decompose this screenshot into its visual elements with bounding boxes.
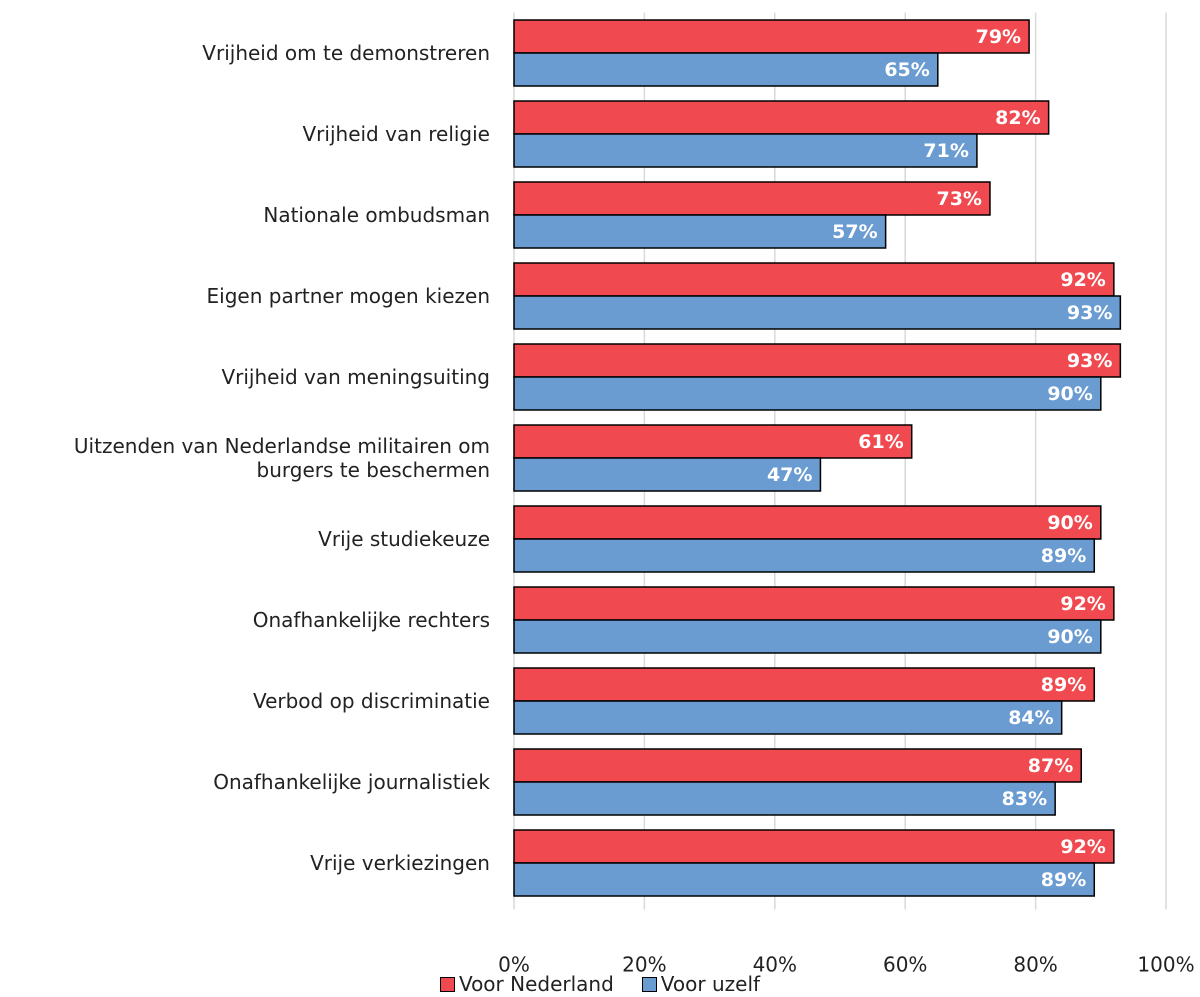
data-label: 93% <box>1067 350 1112 372</box>
data-label: 93% <box>1067 302 1112 324</box>
category-label: Verbod op discriminatie <box>252 689 490 713</box>
bar <box>513 862 1096 897</box>
category-label: Vrijheid van meningsuiting <box>221 365 490 389</box>
category-label: Nationale ombudsman <box>263 203 490 227</box>
category-label: Onafhankelijke journalistiek <box>213 770 490 794</box>
bar <box>513 295 1122 330</box>
legend-label: Voor Nederland <box>458 972 614 996</box>
bar <box>513 781 1056 816</box>
bar <box>513 19 1030 54</box>
data-label: 90% <box>1047 626 1092 648</box>
x-tick-label: 80% <box>1013 953 1057 977</box>
data-label: 89% <box>1041 545 1086 567</box>
bar <box>513 52 939 87</box>
x-tick-label: 100% <box>1137 953 1194 977</box>
category-label: Vrije studiekeuze <box>318 527 490 551</box>
category-label: Onafhankelijke rechters <box>252 608 490 632</box>
category-label: Vrije verkiezingen <box>310 851 490 875</box>
data-label: 92% <box>1060 269 1105 291</box>
data-label: 90% <box>1047 383 1092 405</box>
legend-swatch <box>439 976 455 992</box>
data-label: 82% <box>995 107 1040 129</box>
bar <box>513 667 1096 702</box>
data-label: 83% <box>1002 788 1047 810</box>
bar <box>513 457 822 492</box>
x-tick-label: 60% <box>883 953 927 977</box>
x-tick-label: 0% <box>498 953 530 977</box>
category-label: Uitzenden van Nederlandse militairen om … <box>73 434 490 482</box>
legend-label: Voor uzelf <box>660 972 761 996</box>
data-label: 89% <box>1041 869 1086 891</box>
data-label: 73% <box>936 188 981 210</box>
data-label: 79% <box>976 26 1021 48</box>
bar <box>513 505 1102 540</box>
bar <box>513 424 913 459</box>
data-label: 61% <box>858 431 903 453</box>
data-label: 84% <box>1008 707 1053 729</box>
x-tick-label: 20% <box>622 953 666 977</box>
data-label: 47% <box>767 464 812 486</box>
data-label: 90% <box>1047 512 1092 534</box>
bar <box>513 100 1050 135</box>
x-tick-label: 40% <box>753 953 797 977</box>
category-label: Eigen partner mogen kiezen <box>206 284 490 308</box>
data-label: 87% <box>1028 755 1073 777</box>
bar <box>513 133 978 168</box>
category-label: Vrijheid van religie <box>302 122 491 146</box>
legend-item: Voor Nederland <box>439 972 614 996</box>
bar <box>513 700 1063 735</box>
bar <box>513 586 1115 621</box>
data-label: 92% <box>1060 836 1105 858</box>
bar <box>513 748 1082 783</box>
bar <box>513 619 1102 654</box>
data-label: 92% <box>1060 593 1105 615</box>
bar <box>513 262 1115 297</box>
legend-item: Voor uzelf <box>641 972 761 996</box>
data-label: 65% <box>884 59 929 81</box>
bar <box>513 343 1122 378</box>
data-label: 71% <box>923 140 968 162</box>
data-label: 89% <box>1041 674 1086 696</box>
bar <box>513 214 887 249</box>
legend-swatch <box>641 976 657 992</box>
bar <box>513 829 1115 864</box>
legend: Voor Nederland Voor uzelf <box>0 972 1200 996</box>
bar <box>513 538 1096 573</box>
data-label: 57% <box>832 221 877 243</box>
category-label: Vrijheid om te demonstreren <box>202 41 490 65</box>
bar <box>513 181 991 216</box>
bar <box>513 376 1102 411</box>
